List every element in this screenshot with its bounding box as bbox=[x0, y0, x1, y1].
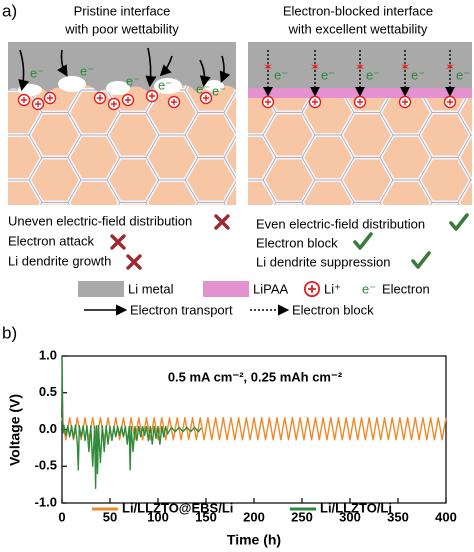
x-tick-label: 0 bbox=[58, 509, 65, 524]
series-line bbox=[61, 355, 202, 489]
legend-label: Li⁺ bbox=[324, 281, 341, 296]
panel-label: b) bbox=[2, 323, 17, 342]
electron-label: e⁻ bbox=[196, 81, 210, 96]
legend-label: Electron bbox=[382, 281, 430, 296]
left-note: Electron attack bbox=[8, 233, 94, 248]
legend-label: Li/LLZTO/Li bbox=[320, 500, 392, 515]
electron-label: e⁻ bbox=[126, 73, 140, 88]
x-tick-label: 400 bbox=[435, 509, 457, 524]
right-note: Electron block bbox=[256, 235, 338, 250]
legend-swatch bbox=[203, 281, 249, 297]
electron-label: e⁻ bbox=[411, 67, 425, 82]
legend-label: e⁻ bbox=[362, 281, 376, 296]
legend-label: Electron transport bbox=[130, 302, 233, 317]
electron-label: e⁻ bbox=[80, 63, 94, 78]
right-schematic: ✶ ✶ ✶ ✶ ✶ bbox=[248, 42, 472, 205]
annotation: 0.5 mA cm⁻², 0.25 mAh cm⁻² bbox=[168, 369, 343, 384]
y-tick-label: 0.5 bbox=[39, 384, 57, 399]
left-schematic bbox=[8, 42, 236, 205]
electron-label: e⁻ bbox=[456, 67, 470, 82]
left-note: Li dendrite growth bbox=[8, 253, 111, 268]
y-tick-label: 0.0 bbox=[39, 421, 57, 436]
x-axis-label: Time (h) bbox=[227, 532, 281, 548]
legend-label: Li metal bbox=[128, 281, 174, 296]
right-title: with excellent wettability bbox=[288, 21, 428, 36]
x-tick-label: 300 bbox=[339, 509, 361, 524]
right-title: Electron-blocked interface bbox=[283, 3, 433, 18]
svg-text:✶: ✶ bbox=[355, 60, 365, 74]
left-title: with poor wettability bbox=[64, 21, 179, 36]
y-tick-label: -0.5 bbox=[35, 458, 57, 473]
electron-label: e⁻ bbox=[274, 67, 288, 82]
y-tick-label: -1.0 bbox=[35, 494, 57, 509]
svg-text:✶: ✶ bbox=[263, 60, 273, 74]
legend-label: Li/LLZTO@EBS/Li bbox=[122, 500, 233, 515]
y-axis-label: Voltage (V) bbox=[7, 394, 23, 466]
legend-label: LiPAA bbox=[253, 281, 288, 296]
right-note: Li dendrite suppression bbox=[256, 254, 390, 269]
legend-label: Electron block bbox=[292, 302, 374, 317]
x-tick-label: 50 bbox=[103, 509, 117, 524]
svg-text:✶: ✶ bbox=[445, 60, 455, 74]
x-tick-label: 250 bbox=[291, 509, 313, 524]
electron-label: e⁻ bbox=[366, 67, 380, 82]
legend-swatch bbox=[78, 281, 124, 297]
svg-text:✶: ✶ bbox=[400, 60, 410, 74]
x-tick-label: 150 bbox=[195, 509, 217, 524]
electron-label: e⁻ bbox=[30, 65, 44, 80]
x-tick-label: 100 bbox=[147, 509, 169, 524]
x-tick-label: 200 bbox=[243, 509, 265, 524]
right-note: Even electric-field distribution bbox=[256, 216, 425, 231]
series-line bbox=[61, 417, 447, 441]
y-tick-label: 1.0 bbox=[39, 347, 57, 362]
left-note: Uneven electric-field distribution bbox=[8, 213, 192, 228]
electron-label: e⁻ bbox=[158, 77, 172, 92]
panel-label: a) bbox=[2, 1, 17, 20]
left-title: Pristine interface bbox=[74, 3, 171, 18]
svg-text:✶: ✶ bbox=[310, 60, 320, 74]
x-tick-label: 350 bbox=[387, 509, 409, 524]
electron-label: e⁻ bbox=[212, 83, 226, 98]
electron-label: e⁻ bbox=[321, 67, 335, 82]
